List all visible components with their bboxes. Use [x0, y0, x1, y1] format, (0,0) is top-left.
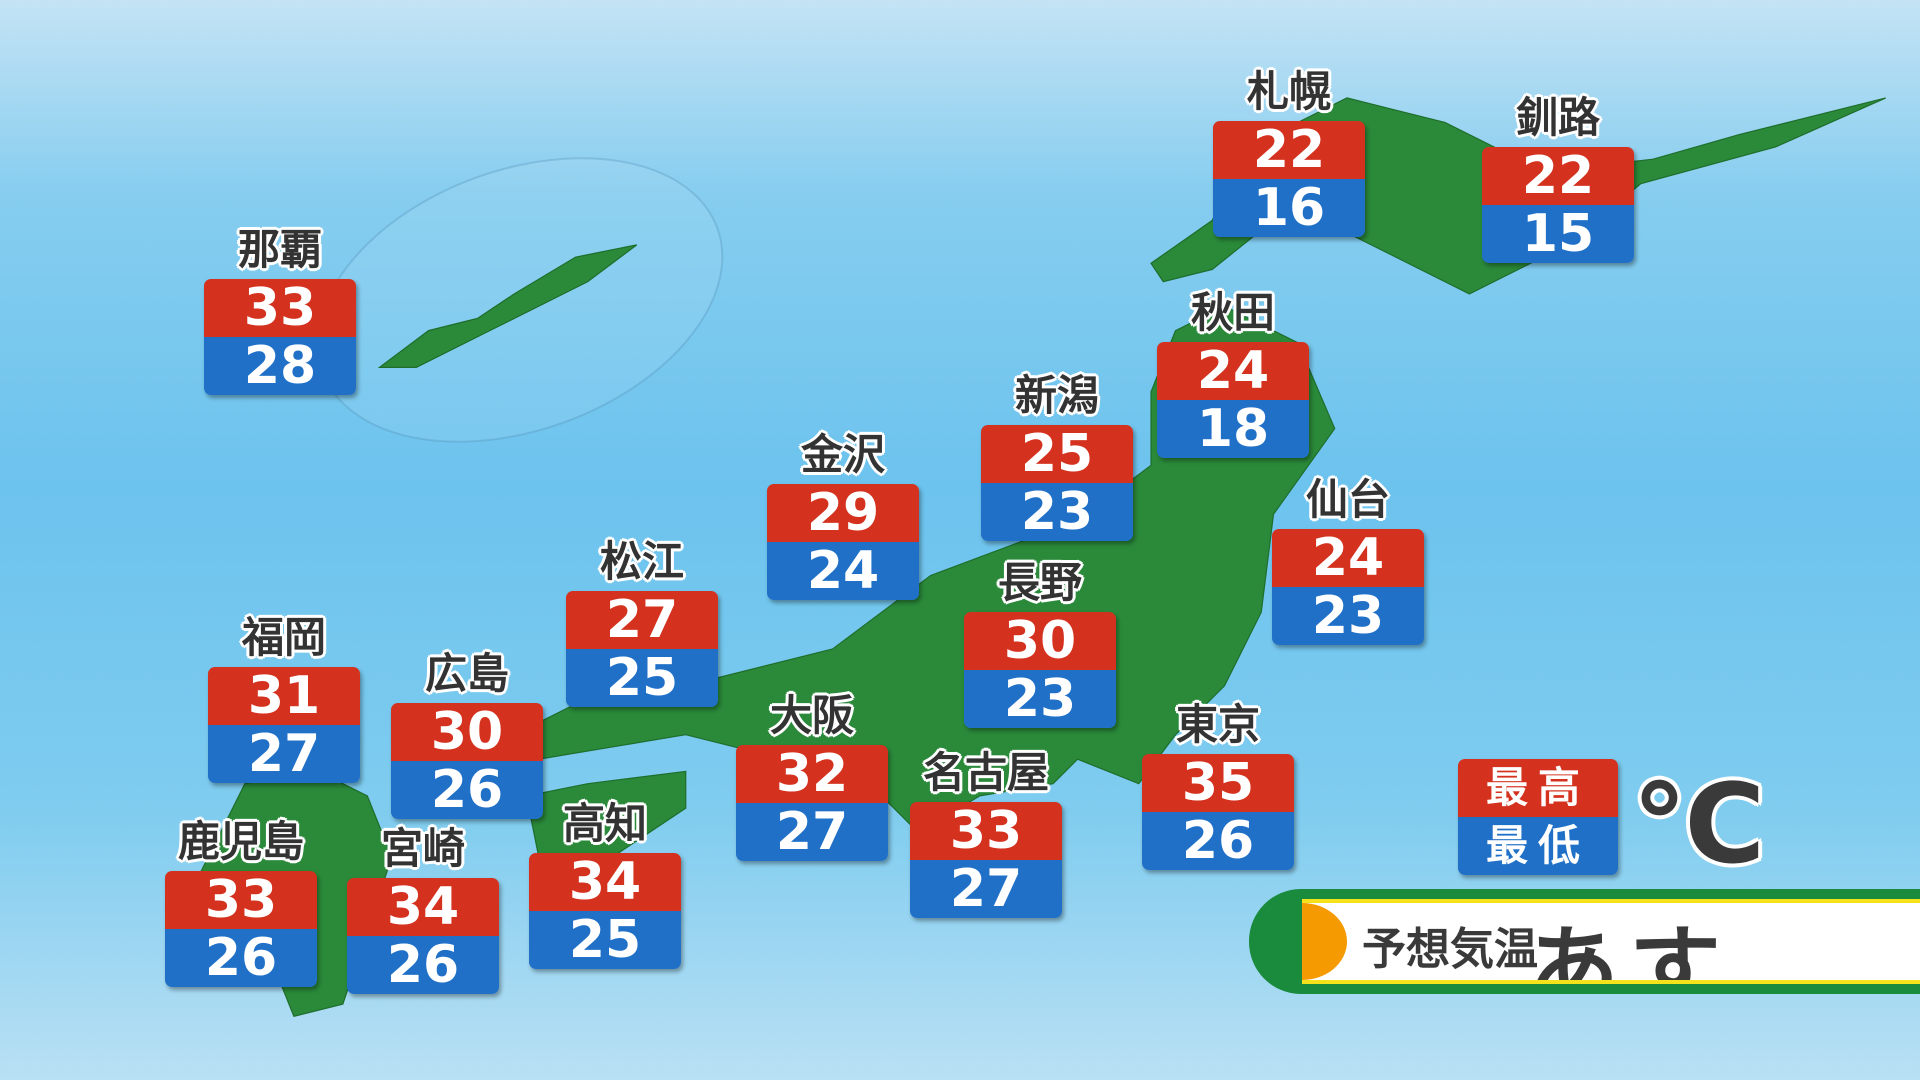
- low-temp: 16: [1213, 179, 1365, 237]
- city-forecast: 松江 27 25: [566, 537, 718, 707]
- city-forecast: 仙台 24 23: [1272, 475, 1424, 645]
- city-forecast: 金沢 29 24: [767, 430, 919, 600]
- city-forecast: 那覇 33 28: [204, 225, 356, 395]
- high-temp: 33: [910, 802, 1062, 860]
- high-temp: 27: [566, 591, 718, 649]
- title-banner: 予想気温 あす: [1249, 889, 1920, 994]
- high-temp: 22: [1482, 147, 1634, 205]
- city-forecast: 東京 35 26: [1142, 700, 1294, 870]
- high-temp: 22: [1213, 121, 1365, 179]
- legend: 最高 最低: [1458, 759, 1618, 875]
- high-temp: 34: [347, 878, 499, 936]
- high-temp: 33: [165, 871, 317, 929]
- high-temp: 35: [1142, 754, 1294, 812]
- low-temp: 27: [736, 803, 888, 861]
- high-temp: 25: [981, 425, 1133, 483]
- city-name: 広島: [424, 649, 509, 698]
- city-name: 長野: [997, 558, 1082, 607]
- low-temp: 26: [347, 936, 499, 994]
- city-forecast: 広島 30 26: [391, 649, 543, 819]
- okinawa-islands: [377, 244, 638, 368]
- high-temp: 29: [767, 484, 919, 542]
- city-name: 釧路: [1515, 93, 1600, 142]
- low-temp: 23: [964, 670, 1116, 728]
- city-forecast: 長野 30 23: [964, 558, 1116, 728]
- city-name: 松江: [599, 537, 684, 586]
- legend-low: 最低: [1458, 817, 1618, 875]
- city-forecast: 秋田 24 18: [1157, 288, 1309, 458]
- low-temp: 28: [204, 337, 356, 395]
- high-temp: 24: [1272, 529, 1424, 587]
- city-name: 新潟: [1014, 371, 1099, 420]
- orange-semicircle-icon: [1302, 903, 1347, 980]
- low-temp: 23: [981, 483, 1133, 541]
- low-temp: 24: [767, 542, 919, 600]
- low-temp: 26: [1142, 812, 1294, 870]
- city-name: 高知: [562, 799, 647, 848]
- low-temp: 27: [208, 725, 360, 783]
- banner-day: あす: [1527, 916, 1732, 984]
- city-name: 札幌: [1246, 67, 1331, 116]
- city-name: 秋田: [1190, 288, 1275, 337]
- city-forecast: 新潟 25 23: [981, 371, 1133, 541]
- low-temp: 25: [529, 911, 681, 969]
- city-forecast: 鹿児島 33 26: [165, 817, 317, 987]
- city-forecast: 高知 34 25: [529, 799, 681, 969]
- high-temp: 30: [391, 703, 543, 761]
- city-name: 名古屋: [922, 748, 1049, 797]
- low-temp: 26: [391, 761, 543, 819]
- high-temp: 24: [1157, 342, 1309, 400]
- low-temp: 26: [165, 929, 317, 987]
- city-forecast: 札幌 22 16: [1213, 67, 1365, 237]
- low-temp: 18: [1157, 400, 1309, 458]
- city-name: 宮崎: [380, 824, 465, 873]
- city-name: 大阪: [769, 691, 854, 740]
- high-temp: 32: [736, 745, 888, 803]
- high-temp: 31: [208, 667, 360, 725]
- city-name: 福岡: [241, 613, 326, 662]
- city-name: 金沢: [800, 430, 885, 479]
- city-name: 鹿児島: [177, 817, 304, 866]
- low-temp: 23: [1272, 587, 1424, 645]
- low-temp: 27: [910, 860, 1062, 918]
- high-temp: 34: [529, 853, 681, 911]
- high-temp: 30: [964, 612, 1116, 670]
- low-temp: 25: [566, 649, 718, 707]
- unit-celsius: ℃: [1632, 760, 1766, 888]
- city-name: 仙台: [1305, 475, 1390, 524]
- city-forecast: 釧路 22 15: [1482, 93, 1634, 263]
- city-name: 那覇: [237, 225, 322, 274]
- high-temp: 33: [204, 279, 356, 337]
- city-forecast: 名古屋 33 27: [910, 748, 1062, 918]
- city-forecast: 大阪 32 27: [736, 691, 888, 861]
- banner-title: 予想気温: [1362, 924, 1538, 975]
- low-temp: 15: [1482, 205, 1634, 263]
- city-forecast: 福岡 31 27: [208, 613, 360, 783]
- legend-high: 最高: [1458, 759, 1618, 817]
- city-forecast: 宮崎 34 26: [347, 824, 499, 994]
- city-name: 東京: [1175, 700, 1260, 749]
